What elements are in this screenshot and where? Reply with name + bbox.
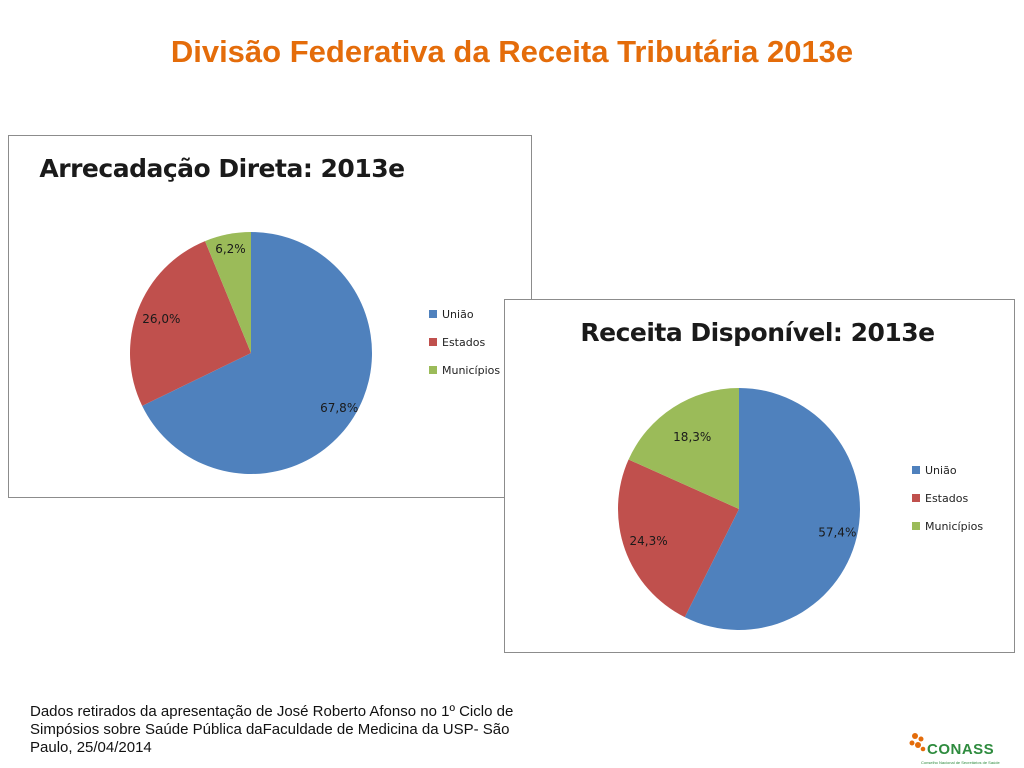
legend-label: Municípios [442,363,501,377]
data-label: 6,2% [215,242,246,256]
conass-logo: CONASS Conselho Nacional de Secretários … [907,728,1017,768]
legend: União Estados Municípios [912,456,983,540]
legend-item-uniao: União [912,456,983,484]
legend-swatch-estados [429,338,437,346]
slide-title: Divisão Federativa da Receita Tributária… [170,34,854,69]
legend-swatch-uniao [429,310,437,318]
pie-chart-receita: 57,4% 24,3% 18,3% [618,388,861,630]
legend-item-municipios: Municípios [429,356,500,384]
legend-label: União [925,463,957,477]
legend-swatch-municipios [912,522,920,530]
logo-emblem-icon [909,733,926,752]
legend-swatch-estados [912,494,920,502]
pie-chart-arrecadacao: 67,8% 26,0% 6,2% [130,232,372,474]
legend-item-estados: Estados [429,328,500,356]
logo-subtitle: Conselho Nacional de Secretários de Saúd… [921,760,1000,765]
legend-item-uniao: União [429,300,500,328]
legend-item-municipios: Municípios [912,512,983,540]
pie-slice-uniao [142,232,372,474]
source-footnote: Dados retirados da apresentação de José … [30,703,514,756]
pie-slice-uniao [684,388,861,630]
logo-name: CONASS [927,741,995,758]
chart-title: Arrecadação Direta: 2013e [39,154,405,183]
legend-label: Estados [925,491,969,505]
data-label: 67,8% [320,401,358,415]
legend-swatch-municipios [429,366,437,374]
legend-item-estados: Estados [912,484,983,512]
chart-arrecadacao-direta: 67,8% 26,0% 6,2% Arrecadação Direta: 2013e… [8,135,532,498]
pie-slice-estados [130,241,251,406]
pie-slice-estados [618,459,739,618]
data-label: 24,3% [630,534,668,548]
legend-swatch-uniao [912,466,920,474]
data-label: 26,0% [142,312,180,326]
data-label: 57,4% [818,525,856,539]
legend-label: Municípios [925,519,984,533]
pie-slice-municipios [205,232,251,353]
data-label: 18,3% [673,430,711,444]
legend-label: Estados [442,335,486,349]
legend-label: União [442,307,474,321]
chart-title: Receita Disponível: 2013e [580,318,935,347]
chart-receita-disponivel: 57,4% 24,3% 18,3% Receita Disponível: 2013… [504,299,1015,653]
pie-slice-municipios [628,388,739,509]
legend: União Estados Municípios [429,300,500,384]
